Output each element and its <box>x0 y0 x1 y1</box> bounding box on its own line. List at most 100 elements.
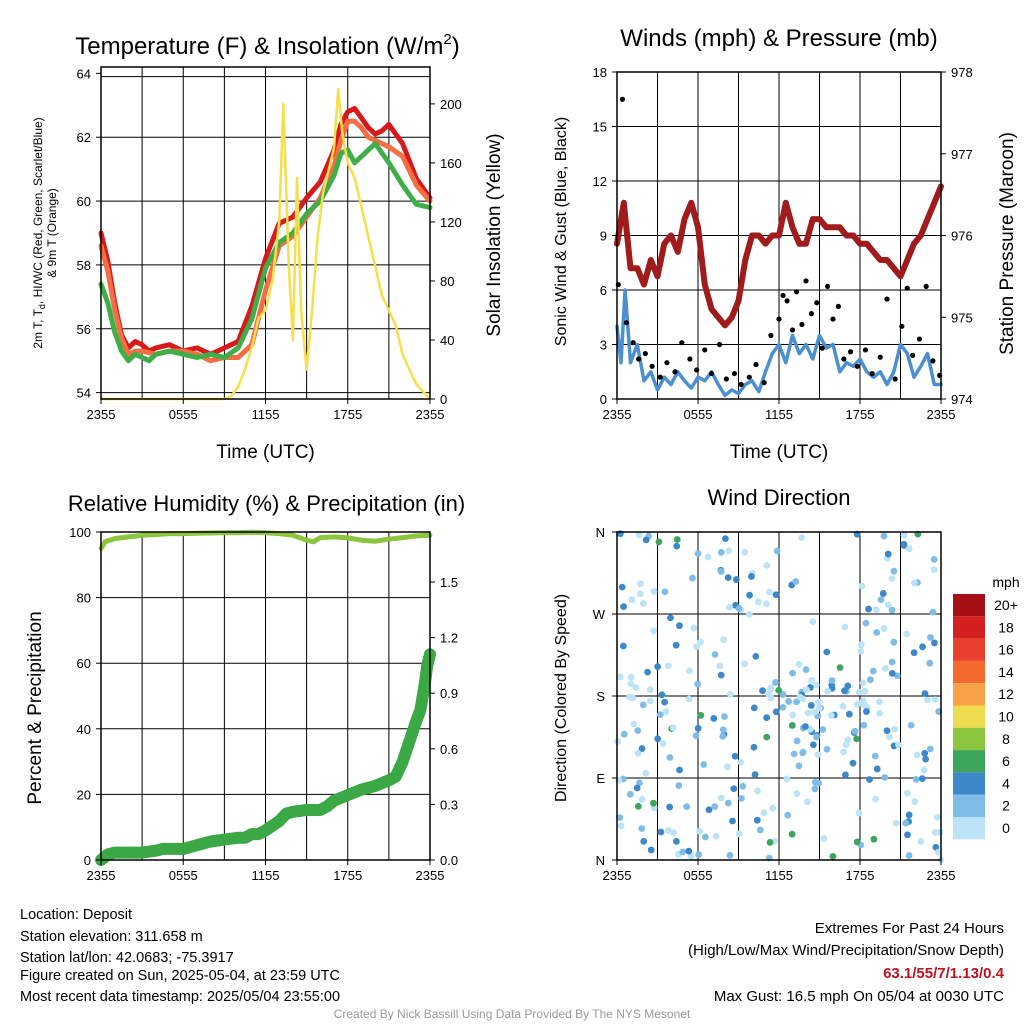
created-text: Figure created on Sun, 2025-05-04, at 23… <box>20 968 340 984</box>
gust-point <box>630 340 636 346</box>
direction-point <box>717 671 725 679</box>
direction-point <box>879 590 887 597</box>
direction-point <box>690 624 698 632</box>
x-tick-label-2-0: 2355 <box>87 868 116 883</box>
direction-point <box>725 547 733 555</box>
y-tick-label-1-3: 9 <box>600 229 607 244</box>
direction-point <box>650 627 658 635</box>
direction-point <box>700 761 708 768</box>
y2-tick-label-2-4: 1.2 <box>440 631 458 646</box>
direction-point <box>888 575 896 583</box>
y-tick-label-1-1: 3 <box>600 338 607 353</box>
direction-point <box>666 803 674 811</box>
x-tick-label-0-3: 1755 <box>333 407 362 422</box>
direction-point <box>772 708 780 716</box>
direction-point <box>873 629 881 636</box>
gust-point <box>623 320 630 326</box>
x-tick-label-2-1: 0555 <box>169 868 198 883</box>
x-tick-label-2-4: 2355 <box>416 868 445 883</box>
y-tick-label-1-6: 18 <box>593 65 607 80</box>
direction-point <box>696 827 704 835</box>
gust-point <box>789 327 796 333</box>
gust-point <box>799 321 805 328</box>
x-tick-label-2-2: 1155 <box>252 868 280 883</box>
direction-point <box>662 708 670 715</box>
x-axis-label-winds: Time (UTC) <box>730 442 829 463</box>
x-tick-label-0-1: 0555 <box>169 407 198 422</box>
chart-title-winds: Winds (mph) & Pressure (mb) <box>620 25 937 52</box>
y-axis-label-temperature-line2: & 9m T (Orange) <box>45 188 59 278</box>
direction-point <box>717 548 725 556</box>
gust-point <box>694 367 700 373</box>
direction-point <box>920 766 928 774</box>
direction-point <box>759 687 766 695</box>
colorbar-swatch-5 <box>953 705 985 728</box>
direction-point <box>646 686 654 694</box>
direction-point <box>828 677 836 684</box>
direction-point <box>642 536 650 544</box>
direction-point <box>722 535 729 543</box>
y-tick-label-0-5: 64 <box>77 66 91 81</box>
direction-point <box>799 749 807 757</box>
y-tick-label-1-4: 12 <box>593 174 607 189</box>
direction-point <box>814 751 822 758</box>
direction-point <box>783 775 791 783</box>
direction-point <box>931 829 939 836</box>
dir-tick-label-0: N <box>596 853 605 868</box>
direction-point <box>738 794 745 802</box>
direction-point <box>617 822 625 830</box>
dir-tick-label-3: W <box>593 607 606 622</box>
direction-point <box>867 676 874 684</box>
direction-point <box>633 784 641 792</box>
direction-point <box>697 711 705 719</box>
direction-point <box>819 726 827 733</box>
direction-point <box>884 601 892 609</box>
direction-point <box>644 668 651 676</box>
direction-point <box>726 603 734 611</box>
direction-point <box>731 752 739 760</box>
gust-point <box>862 347 869 353</box>
direction-point <box>912 776 920 783</box>
gust-point <box>808 311 815 317</box>
y2-tick-label-1-0: 974 <box>951 392 973 407</box>
direction-point <box>750 704 758 712</box>
direction-point <box>858 582 866 590</box>
x-tick-label-3-2: 1155 <box>765 868 793 883</box>
direction-point <box>638 745 646 752</box>
direction-point <box>754 598 762 606</box>
direction-point <box>855 809 863 817</box>
direction-point <box>618 583 626 591</box>
direction-point <box>823 745 831 753</box>
direction-point <box>710 715 718 722</box>
y2-axis-label-winds: Station Pressure (Maroon) <box>997 132 1018 355</box>
direction-point <box>863 708 870 715</box>
direction-point <box>735 830 743 838</box>
gust-point <box>768 332 774 339</box>
y2-tick-label-0-2: 80 <box>440 274 454 289</box>
direction-point <box>934 813 941 821</box>
gust-point <box>892 376 898 382</box>
direction-point <box>866 776 873 783</box>
direction-point <box>862 619 870 627</box>
colorbar-label-2: 16 <box>998 642 1014 658</box>
direction-point <box>934 848 942 856</box>
y-tick-label-0-1: 56 <box>77 322 91 337</box>
direction-point <box>650 587 658 595</box>
direction-point <box>853 838 861 846</box>
direction-point <box>931 696 939 703</box>
direction-point <box>760 809 768 817</box>
direction-point <box>634 802 642 810</box>
direction-point <box>748 573 755 580</box>
direction-point <box>905 852 913 859</box>
gust-point <box>642 350 648 357</box>
direction-point <box>802 666 810 673</box>
direction-point <box>892 819 900 827</box>
direction-point <box>853 700 861 708</box>
direction-point <box>773 547 781 555</box>
gust-point <box>753 361 759 368</box>
direction-point <box>732 576 740 583</box>
direction-point <box>620 730 628 738</box>
pressure-series <box>614 183 944 329</box>
direction-point <box>695 851 703 858</box>
gust-point <box>819 345 825 351</box>
